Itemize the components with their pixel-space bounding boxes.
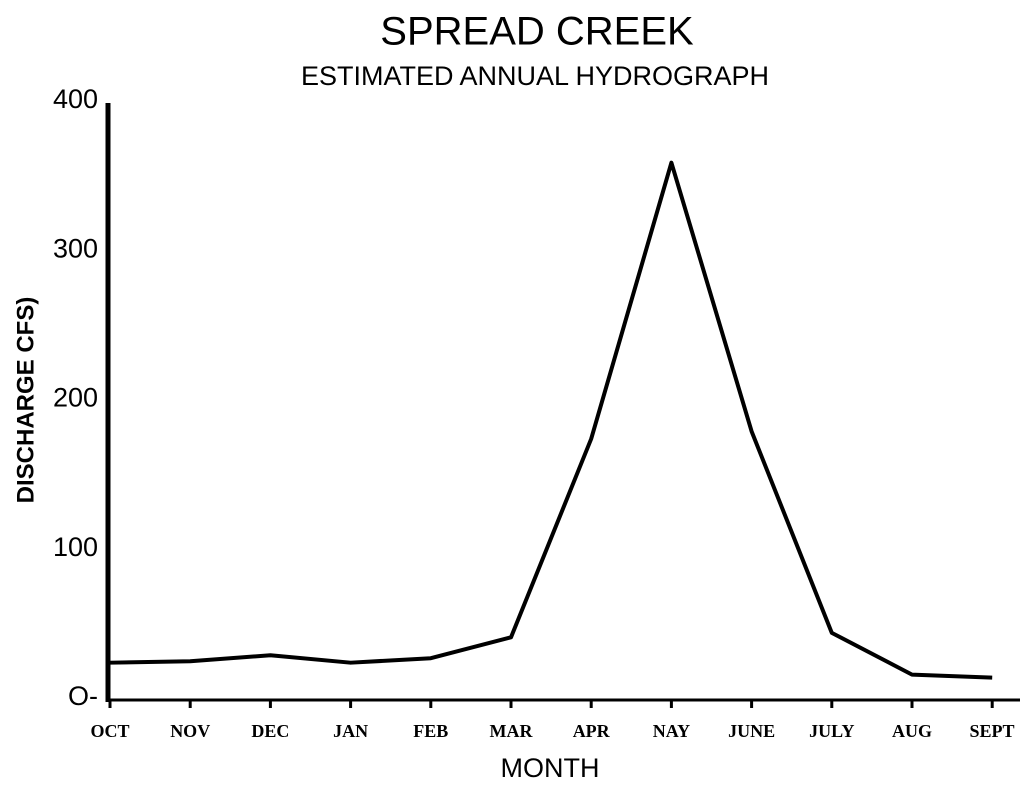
x-tick-label: JAN bbox=[333, 721, 368, 741]
line bbox=[109, 160, 993, 680]
x-tick-label: NAY bbox=[653, 721, 690, 741]
chart-subtitle: ESTIMATED ANNUAL HYDROGRAPH bbox=[301, 61, 769, 91]
x-tick-label: SEPT bbox=[969, 721, 1014, 741]
y-axis-label: DISCHARGE CFS) bbox=[12, 297, 39, 504]
y-tick-label: O- bbox=[68, 681, 98, 711]
x-tick-label: APR bbox=[573, 721, 611, 741]
x-tick-label: MAR bbox=[490, 721, 534, 741]
y-tick-label: 100 bbox=[53, 532, 98, 562]
x-tick-label: DEC bbox=[251, 721, 289, 741]
y-tick-label: 200 bbox=[53, 383, 98, 413]
y-tick-label: 300 bbox=[53, 233, 98, 263]
x-tick-label: FEB bbox=[413, 721, 448, 741]
x-tick-label: OCT bbox=[90, 721, 129, 741]
y-tick-label: 400 bbox=[53, 84, 98, 114]
x-axis-label: MONTH bbox=[501, 753, 600, 783]
x-tick-label: JULY bbox=[809, 721, 854, 741]
x-tick-label: JUNE bbox=[728, 721, 775, 741]
x-tick-label: AUG bbox=[892, 721, 932, 741]
chart-title: SPREAD CREEK bbox=[380, 10, 694, 54]
x-tick-label: NOV bbox=[170, 721, 210, 741]
